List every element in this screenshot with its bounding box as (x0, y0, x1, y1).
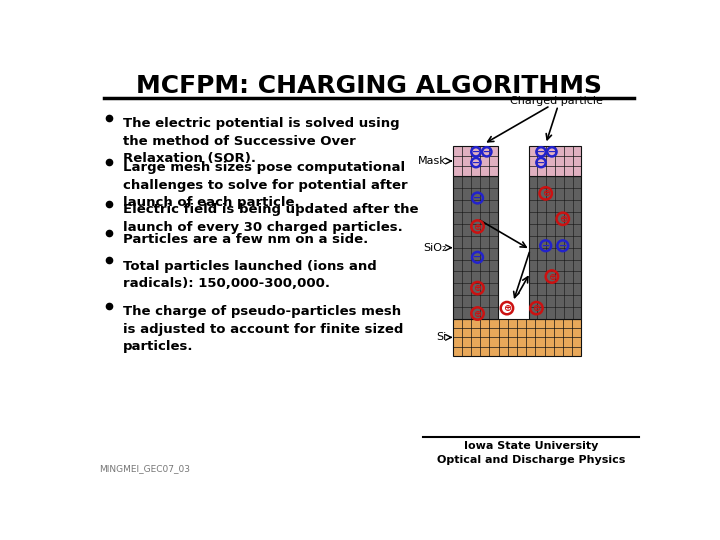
Text: −: − (537, 158, 545, 167)
Text: −: − (472, 147, 480, 157)
Text: MINGMEI_GEC07_03: MINGMEI_GEC07_03 (99, 464, 190, 473)
Bar (528, 177, 581, 319)
Text: ⊕: ⊕ (532, 303, 541, 313)
Text: Charged particle: Charged particle (510, 96, 603, 106)
Bar (453, 319, 581, 356)
Text: The charge of pseudo-particles mesh
is adjusted to account for finite sized
part: The charge of pseudo-particles mesh is a… (122, 305, 403, 353)
Text: Electric field is being updated after the
launch of every 30 charged particles.: Electric field is being updated after th… (122, 204, 418, 234)
Text: −: − (559, 241, 567, 251)
Text: ⊕: ⊕ (541, 188, 550, 198)
Text: Particles are a few nm on a side.: Particles are a few nm on a side. (122, 233, 368, 246)
Text: −: − (482, 147, 491, 157)
Text: ⊕: ⊕ (474, 283, 482, 293)
Text: MCFPM: CHARGING ALGORITHMS: MCFPM: CHARGING ALGORITHMS (136, 74, 602, 98)
Text: The electric potential is solved using
the method of Successive Over
Relaxation : The electric potential is solved using t… (122, 117, 399, 165)
Text: Total particles launched (ions and
radicals): 150,000-300,000.: Total particles launched (ions and radic… (122, 260, 377, 290)
Text: −: − (548, 147, 556, 157)
Text: −: − (472, 158, 480, 167)
Bar (453, 177, 498, 319)
Text: Large mesh sizes pose computational
challenges to solve for potential after
laun: Large mesh sizes pose computational chal… (122, 161, 408, 209)
Text: SiO₂: SiO₂ (423, 242, 446, 253)
Text: −: − (541, 241, 550, 251)
Text: Si: Si (436, 333, 446, 342)
Text: Mask: Mask (418, 156, 446, 166)
Text: ⊕: ⊕ (474, 308, 482, 319)
Text: ⊕: ⊕ (474, 221, 482, 232)
Text: ⊕: ⊕ (559, 214, 567, 224)
Bar (453, 146, 498, 177)
Text: −: − (474, 193, 482, 203)
Text: −: − (537, 147, 545, 157)
Text: ⊕: ⊕ (503, 303, 511, 313)
Text: ⊕: ⊕ (548, 272, 556, 281)
Bar (528, 146, 581, 177)
Text: −: − (474, 252, 482, 262)
Text: Iowa State University
Optical and Discharge Physics: Iowa State University Optical and Discha… (437, 441, 625, 464)
